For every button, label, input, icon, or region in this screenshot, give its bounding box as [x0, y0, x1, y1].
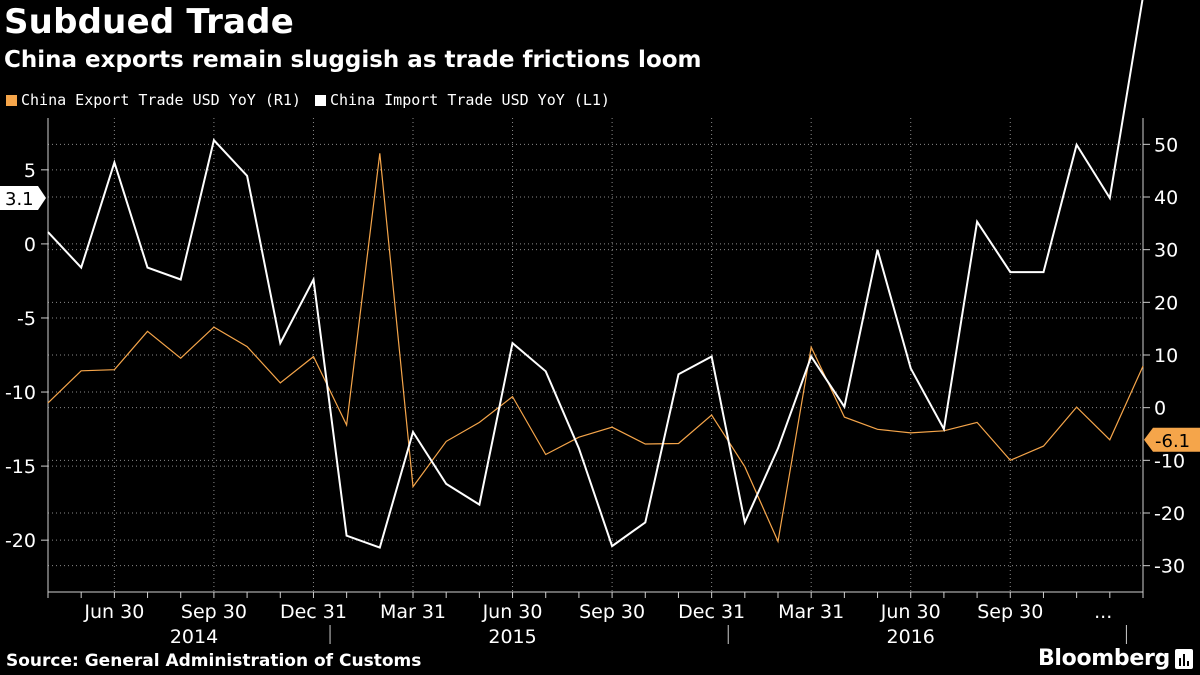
right-tick-label: 30 — [1154, 240, 1178, 262]
x-tick-label: Dec 31 — [280, 601, 347, 623]
chart-subtitle: China exports remain sluggish as trade f… — [4, 47, 702, 73]
import-series-line — [47, 0, 1144, 549]
legend-item-import: China Import Trade USD YoY (L1) — [314, 90, 610, 110]
import-last-value-badge — [0, 185, 46, 210]
left-tick-label: -5 — [17, 308, 36, 330]
x-tick-label: Mar 31 — [380, 601, 446, 623]
left-tick-label: -15 — [5, 456, 36, 478]
right-tick-label: 40 — [1154, 187, 1178, 209]
x-tick-label: Dec 31 — [678, 601, 745, 623]
year-label: 2015 — [488, 626, 536, 648]
x-tick-label: ... — [1094, 601, 1112, 623]
x-tick-label: Jun 30 — [880, 601, 941, 623]
x-tick-label: Jun 30 — [482, 601, 543, 623]
legend-label-export: China Export Trade USD YoY (R1) — [21, 91, 301, 109]
source-note: Source: General Administration of Custom… — [6, 651, 422, 671]
right-tick-label: 10 — [1154, 345, 1178, 367]
year-label: 2014 — [170, 626, 218, 648]
left-tick-label: -20 — [5, 530, 36, 552]
right-tick-label: 20 — [1154, 292, 1178, 314]
import-last-value-label: 3.1 — [5, 189, 34, 210]
export-last-value-label: -6.1 — [1155, 431, 1190, 452]
x-tick-label: Mar 31 — [778, 601, 844, 623]
right-tick-label: -20 — [1154, 503, 1185, 525]
left-tick-label: 5 — [24, 160, 36, 182]
x-tick-label: Sep 30 — [977, 601, 1043, 623]
legend: China Export Trade USD YoY (R1) China Im… — [6, 90, 610, 110]
right-tick-label: 0 — [1154, 398, 1166, 420]
left-tick-label: -10 — [5, 382, 36, 404]
right-tick-label: -10 — [1154, 450, 1185, 472]
x-tick-label: Sep 30 — [579, 601, 645, 623]
legend-label-import: China Import Trade USD YoY (L1) — [329, 91, 610, 109]
right-tick-label: -30 — [1154, 556, 1185, 578]
x-tick-label: Jun 30 — [83, 601, 144, 623]
legend-swatch-export — [6, 94, 17, 106]
export-series-line — [47, 153, 1144, 544]
bloomberg-logo: Bloomberg — [1037, 646, 1170, 671]
legend-item-export: China Export Trade USD YoY (R1) — [6, 90, 301, 110]
legend-swatch-import — [314, 94, 326, 106]
export-last-value-badge — [1144, 427, 1200, 452]
left-tick-label: 0 — [24, 234, 36, 256]
right-tick-label: 50 — [1154, 134, 1178, 156]
bloomberg-mark-icon — [1175, 649, 1193, 669]
x-tick-label: Sep 30 — [181, 601, 247, 623]
chart-title: Subdued Trade — [4, 2, 294, 42]
year-label: 2016 — [887, 626, 935, 648]
